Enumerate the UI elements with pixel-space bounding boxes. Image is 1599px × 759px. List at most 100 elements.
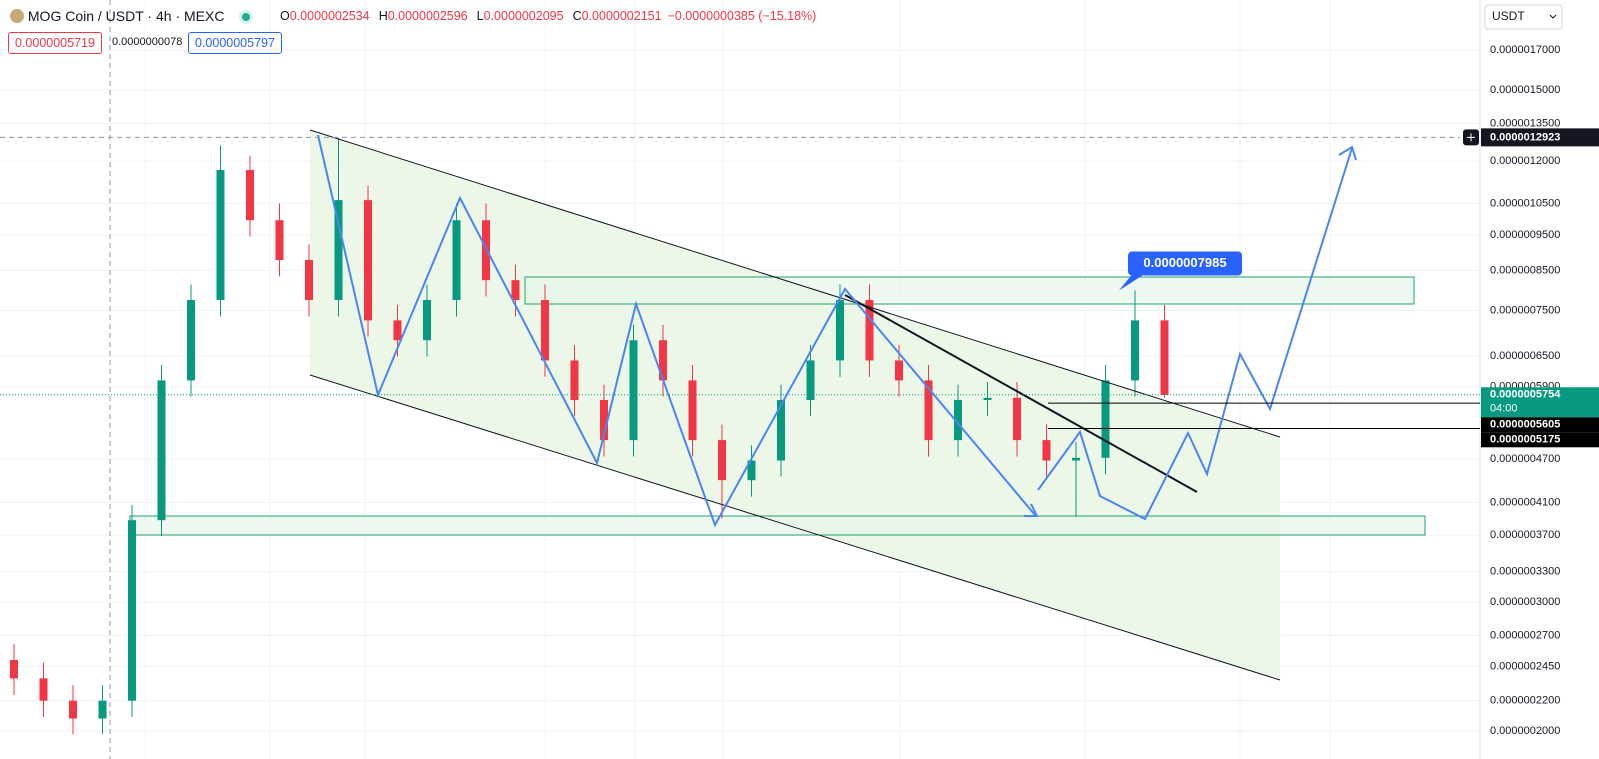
candle-body [39,678,48,701]
ohlc-value: 0.0000002151 [581,9,662,23]
candle-body [1013,397,1021,441]
candle-body [600,400,608,441]
buy-box[interactable]: 0.0000005797 [188,32,282,54]
price-axis-bg [1480,0,1599,759]
y-tick-label: 0.0000004100 [1490,497,1560,509]
crosshair-label-bg [1481,128,1599,147]
candle-body [659,340,667,381]
support-zone [129,515,1426,536]
ohlc-value: 0.0000002534 [289,9,370,23]
y-tick-label: 0.0000009500 [1490,229,1560,241]
currency-label[interactable]: USDT [1492,9,1525,23]
y-tick-label: 0.0000007500 [1490,304,1560,316]
ohlc-key: O [280,9,290,23]
y-tick-label: 0.0000012000 [1490,155,1560,167]
candle-body [275,220,284,260]
candle-body [1131,320,1139,381]
candle-body [688,380,697,441]
candle-body [718,440,726,481]
candle-body [511,280,520,301]
candle-body [895,360,903,381]
ohlc-value: 0.0000002095 [483,9,564,23]
price-label: 0.0000005175 [1490,434,1560,446]
currency-select[interactable] [1484,4,1563,30]
zigzag-path [317,134,1036,528]
y-tick-label: 0.0000008500 [1490,265,1560,277]
dropdown-caret[interactable] [1549,14,1557,19]
ohlc-value: 0.0000002596 [387,9,468,23]
channel-fill [310,130,1280,680]
trend-line [844,294,1198,493]
candle-body [924,380,933,441]
candle-body [246,170,254,221]
y-tick-label: 0.0000010500 [1490,197,1560,209]
candle-body [806,360,815,401]
y-tick-label: 0.0000003700 [1490,529,1560,541]
candle-body [452,220,461,301]
price-label-bg [1481,387,1599,418]
plus-icon [1467,133,1475,142]
projection-path [1037,147,1353,521]
title: MOG Coin / USDT · 4h · MEXC [27,8,225,24]
sell-box[interactable]: 0.0000005719 [8,32,102,54]
y-tick-label: 0.0000003000 [1490,596,1560,608]
candle-body [128,520,136,701]
ohlc-key: H [378,9,388,23]
price-label: 0.0000005754 [1490,389,1561,401]
candle-body [364,200,372,321]
y-tick-label: 0.0000004700 [1490,453,1560,465]
candle-body [1042,440,1051,461]
callout-label: 0.0000007985 [1143,255,1226,270]
candle-body [865,300,874,361]
candle-body [1072,457,1080,461]
y-tick-label: 0.0000006500 [1490,350,1560,362]
y-tick-label: 0.0000002200 [1490,695,1560,707]
candle-body [541,300,549,361]
callout-bg [1128,251,1242,276]
spread-box: 0.0000000078 [112,36,183,48]
arrow-head [1024,503,1039,517]
price-label: 0.0000005605 [1490,419,1560,431]
ohlc-legend: O0.0000002534 H0.0000002596 L0.0000002095 C… [280,9,816,23]
y-tick-label: 0.0000013500 [1490,117,1560,129]
status-dot [242,13,251,21]
price-label-bg [1481,432,1599,448]
candle-body [954,400,962,441]
candle-body [747,460,756,481]
y-tick-label: 0.0000002700 [1490,629,1560,641]
ohlc-key: C [572,9,582,23]
candle-body [423,300,431,341]
candle-body [777,400,785,461]
price-label-bg [1481,417,1599,433]
candle-body [216,170,225,301]
y-tick-label: 0.0000002000 [1490,725,1560,737]
y-tick-label: 0.0000017000 [1490,44,1560,56]
candle-body [393,320,402,341]
candle-body [1101,380,1110,458]
candle-body [305,259,313,301]
countdown-label: 04:00 [1490,403,1518,415]
candle-body [836,300,844,361]
candle-body [570,360,579,401]
y-tick-label: 0.0000003300 [1490,566,1560,578]
y-tick-label: 0.0000015000 [1490,84,1560,96]
candle-body [1160,320,1169,396]
channel-upper [309,129,1281,438]
ohlc-key: L [476,9,484,23]
crosshair-label: 0.0000012923 [1490,131,1560,143]
candle-body [10,660,18,679]
candle-body [187,300,195,381]
y-tick-label: 0.0000002450 [1490,660,1560,672]
candle-body [629,340,638,441]
candle-body [334,200,343,301]
symbol-icon [10,9,24,23]
ohlc-change: −0.0000000385 (−15.18%) [667,9,817,23]
symbol-title[interactable]: MOG Coin / USDT · 4h · MEXC [10,8,251,24]
candle-body [983,397,992,401]
candle-body [157,380,166,521]
channel-lower [309,374,1281,681]
callout-pointer [1119,274,1144,291]
candle-body [69,700,77,719]
